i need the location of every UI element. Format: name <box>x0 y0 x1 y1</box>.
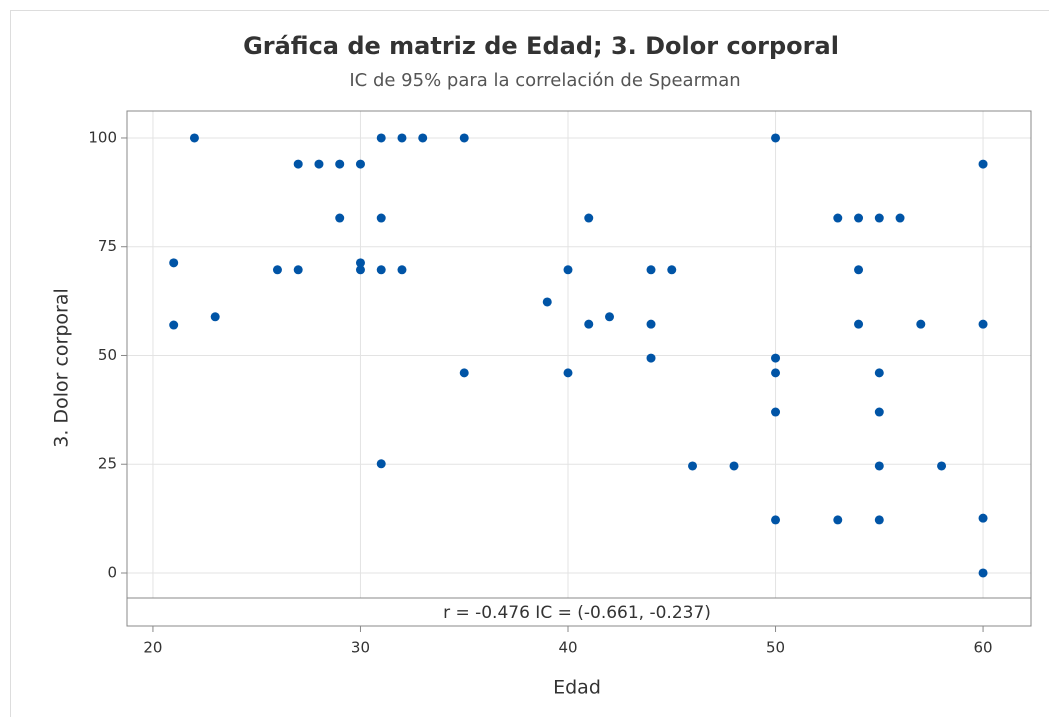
point <box>874 407 884 417</box>
chart-subtitle: IC de 95% para la correlación de Spearma… <box>349 70 740 91</box>
point <box>978 159 988 169</box>
point <box>563 265 573 275</box>
point <box>646 353 656 363</box>
plot-border <box>126 110 1032 627</box>
point <box>355 265 365 275</box>
point <box>833 515 843 525</box>
point <box>418 133 428 143</box>
point <box>646 265 656 275</box>
point <box>688 461 698 471</box>
point <box>584 319 594 329</box>
point <box>335 213 345 223</box>
point <box>771 353 781 363</box>
point <box>376 459 386 469</box>
x-axis-label: Edad <box>553 677 601 699</box>
point <box>335 159 345 169</box>
frame <box>10 10 1049 717</box>
x-tick-label: 50 <box>766 639 785 657</box>
point <box>584 213 594 223</box>
y-tick-label: 25 <box>98 455 117 473</box>
point <box>874 213 884 223</box>
point <box>397 133 407 143</box>
point <box>729 461 739 471</box>
point <box>293 265 303 275</box>
point <box>189 133 199 143</box>
point <box>978 513 988 523</box>
point <box>937 461 947 471</box>
point <box>459 133 469 143</box>
y-tick-label: 0 <box>107 563 117 581</box>
point <box>978 568 988 578</box>
x-tick-label: 40 <box>558 639 577 657</box>
y-tick-label: 50 <box>98 346 117 364</box>
plot-area: 0 25 50 75 100 20 30 40 50 60 <box>88 111 1031 657</box>
point <box>978 319 988 329</box>
point <box>771 515 781 525</box>
point <box>563 368 573 378</box>
point <box>210 312 220 322</box>
y-tick-label: 75 <box>98 237 117 255</box>
point <box>895 213 905 223</box>
point <box>771 368 781 378</box>
point <box>314 159 324 169</box>
point <box>916 319 926 329</box>
point <box>854 319 864 329</box>
point <box>771 133 781 143</box>
point <box>542 297 552 307</box>
point <box>605 312 615 322</box>
point <box>771 407 781 417</box>
point <box>397 265 407 275</box>
point <box>459 368 469 378</box>
point <box>355 258 365 268</box>
point <box>874 461 884 471</box>
x-tick-label: 60 <box>974 639 993 657</box>
point <box>646 319 656 329</box>
point <box>854 265 864 275</box>
point <box>376 133 386 143</box>
point <box>355 159 365 169</box>
point <box>874 515 884 525</box>
point <box>874 368 884 378</box>
point <box>376 213 386 223</box>
x-tick-label: 30 <box>351 639 370 657</box>
point <box>293 159 303 169</box>
point <box>376 265 386 275</box>
y-axis-label: 3. Dolor corporal <box>51 288 73 447</box>
point <box>667 265 677 275</box>
point <box>169 258 179 268</box>
annotation: r = -0.476 IC = (-0.661, -0.237) <box>443 603 711 623</box>
point <box>833 213 843 223</box>
chart-title: Gráfica de matriz de Edad; 3. Dolor corp… <box>243 32 839 60</box>
x-tick-label: 20 <box>143 639 162 657</box>
point <box>272 265 282 275</box>
point <box>169 320 179 330</box>
point <box>854 213 864 223</box>
y-tick-label: 100 <box>88 128 117 146</box>
